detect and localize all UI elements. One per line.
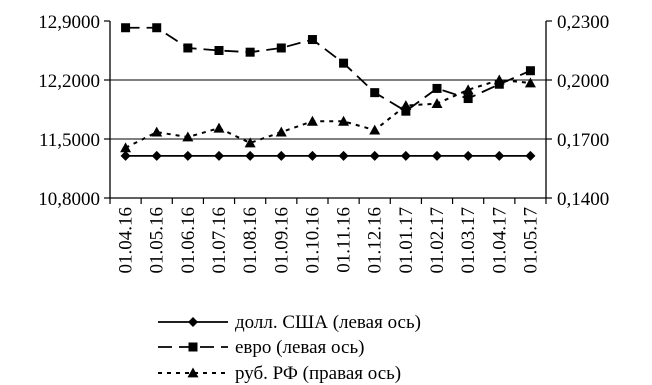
series-1-point-4 — [245, 47, 255, 57]
series-0-point-9 — [400, 150, 411, 161]
series-2-point-3 — [213, 122, 225, 133]
series-lines — [120, 23, 536, 161]
series-2-point-4 — [244, 137, 256, 148]
series-1-point-0 — [121, 23, 131, 33]
series-1-point-7 — [339, 58, 349, 68]
x-tick-label-4: 01.08.16 — [240, 207, 261, 274]
series-2-point-8 — [369, 124, 381, 135]
series-0-point-5 — [276, 150, 287, 161]
x-tick-label-7: 01.11.16 — [334, 207, 355, 273]
series-0-point-4 — [245, 150, 256, 161]
series-2-point-5 — [275, 126, 287, 137]
series-2-point-13 — [524, 77, 536, 88]
x-tick-label-13: 01.05.17 — [520, 207, 541, 274]
x-tick-label-1: 01.05.16 — [147, 207, 168, 274]
gridlines — [110, 79, 546, 140]
series-2-point-10 — [431, 98, 443, 108]
series-1-point-8 — [370, 88, 380, 98]
x-tick-label-5: 01.09.16 — [271, 207, 292, 274]
series-0-point-13 — [525, 150, 536, 161]
x-tick-label-6: 01.10.16 — [302, 207, 323, 274]
series-2-point-12 — [493, 74, 505, 85]
legend-label-1: евро (левая ось) — [235, 337, 364, 358]
series-1-point-13 — [525, 66, 535, 76]
x-tick-label-3: 01.07.16 — [209, 207, 230, 274]
series-0-point-8 — [369, 150, 380, 161]
y-right-tick-label-1: 0,1700 — [557, 130, 609, 151]
series-1-point-9 — [401, 106, 411, 116]
legend-marker-2 — [187, 367, 199, 378]
series-2-point-1 — [151, 126, 163, 137]
series-0-point-1 — [151, 150, 162, 161]
series-0-point-3 — [214, 150, 224, 161]
x-tick-label-10: 01.02.17 — [427, 207, 448, 274]
legend-label-0: долл. США (левая ось) — [235, 312, 421, 333]
series-1-point-6 — [307, 35, 317, 45]
series-0-point-6 — [307, 150, 318, 161]
x-tick-label-11: 01.03.17 — [458, 207, 479, 274]
series-2-point-6 — [306, 115, 318, 126]
y-right-tick-label-0: 0,1400 — [557, 189, 609, 210]
series-1-point-5 — [276, 43, 286, 53]
y-left-tick-label-1: 11,5000 — [39, 130, 100, 151]
series-0-point-12 — [494, 150, 505, 161]
series-2-point-9 — [400, 100, 412, 110]
y-axis-left-ticks: 10,8000 11,5000 12,2000 12,9000 — [38, 12, 110, 210]
series-line-1 — [125, 26, 531, 113]
y-left-tick-label-3: 12,9000 — [38, 12, 100, 33]
series-1-point-1 — [152, 23, 162, 33]
series-0-point-10 — [432, 150, 442, 161]
legend-marker-1 — [188, 342, 198, 352]
x-tick-label-12: 01.04.17 — [489, 207, 510, 274]
axes — [109, 21, 547, 199]
series-1-point-2 — [183, 43, 193, 53]
y-left-tick-label-0: 10,8000 — [38, 189, 100, 210]
series-0-point-2 — [182, 150, 193, 161]
y-right-tick-label-3: 0,2300 — [557, 12, 609, 33]
y-left-tick-label-2: 12,2000 — [38, 71, 100, 92]
series-1-point-10 — [432, 83, 442, 93]
x-axis-ticks: 01.04.16 01.05.16 01.06.16 01.07.16 01.08.16… — [109, 198, 547, 274]
series-0-point-0 — [120, 150, 131, 161]
y-right-tick-label-2: 0,2000 — [557, 71, 609, 92]
x-tick-label-0: 01.04.16 — [116, 207, 137, 274]
series-0-point-7 — [338, 150, 349, 161]
x-tick-label-8: 01.12.16 — [365, 207, 386, 274]
y-axis-right-ticks: 0,1400 0,1700 0,2000 0,2300 — [546, 12, 609, 210]
series-2-point-2 — [182, 131, 194, 142]
series-2-point-11 — [462, 84, 474, 95]
x-tick-label-2: 01.06.16 — [178, 207, 199, 274]
x-tick-label-9: 01.01.17 — [396, 207, 417, 274]
series-1-point-3 — [214, 46, 224, 55]
series-2-point-7 — [338, 115, 350, 126]
legend: долл. США (левая ось) евро (левая ось) руб… — [158, 312, 421, 384]
series-line-2 — [125, 78, 531, 149]
series-1-point-11 — [463, 94, 473, 104]
series-0-point-11 — [463, 150, 474, 161]
legend-marker-0 — [188, 317, 198, 327]
legend-label-2: руб. РФ (правая ось) — [235, 363, 401, 384]
series-2-point-0 — [120, 142, 132, 153]
